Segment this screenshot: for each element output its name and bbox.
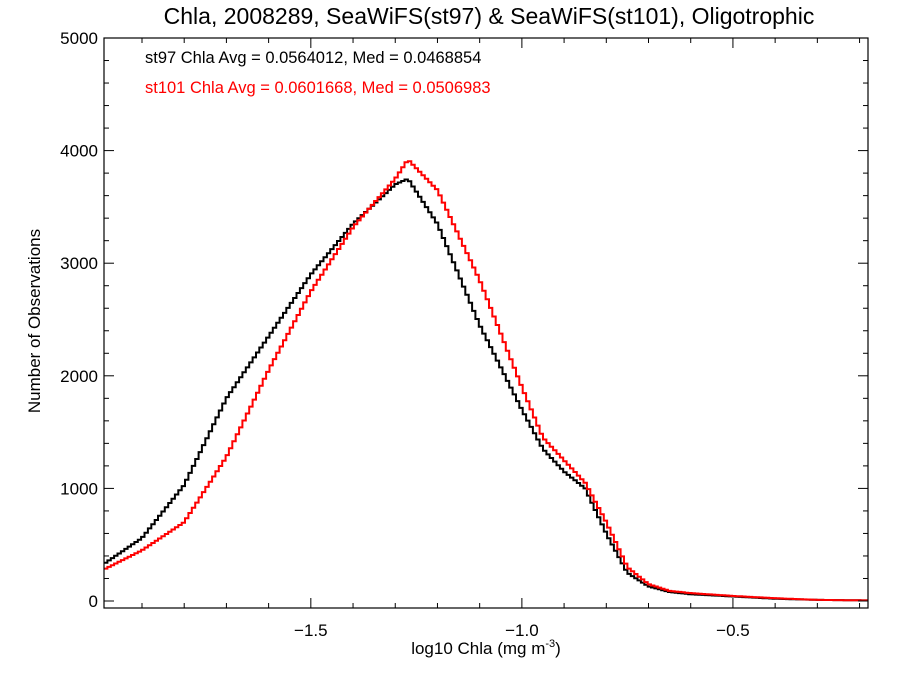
x-axis-label-close: ) [555,639,561,658]
x-tick-label: −0.5 [716,621,750,640]
y-tick-label: 4000 [60,142,98,161]
x-axis-label: log10 Chla (mg m-3) [411,638,561,658]
x-axis: −1.5 −1.0 −0.5 [141,38,861,640]
plot-area [104,160,868,602]
y-tick-label: 1000 [60,479,98,498]
histogram-series-2 [104,160,868,602]
plot-frame [103,37,869,609]
annotation-st97: st97 Chla Avg = 0.0564012, Med = 0.04688… [145,49,481,67]
y-tick-label: 2000 [60,367,98,386]
x-tick-label: −1.5 [294,621,328,640]
y-axis-label: Number of Observations [25,229,44,413]
y-tick-label: 3000 [60,254,98,273]
x-axis-label-text: log10 Chla (mg m [411,639,545,658]
y-tick-label: 0 [89,592,98,611]
annotation-st101: st101 Chla Avg = 0.0601668, Med = 0.0506… [145,79,491,97]
histogram-series-1 [104,178,868,602]
y-axis: 0 1000 2000 3000 4000 5000 [60,29,868,611]
chart-title: Chla, 2008289, SeaWiFS(st97) & SeaWiFS(s… [164,3,815,29]
y-tick-label: 5000 [60,29,98,48]
x-tick-label: −1.0 [505,621,539,640]
x-axis-label-superscript: -3 [545,638,555,650]
